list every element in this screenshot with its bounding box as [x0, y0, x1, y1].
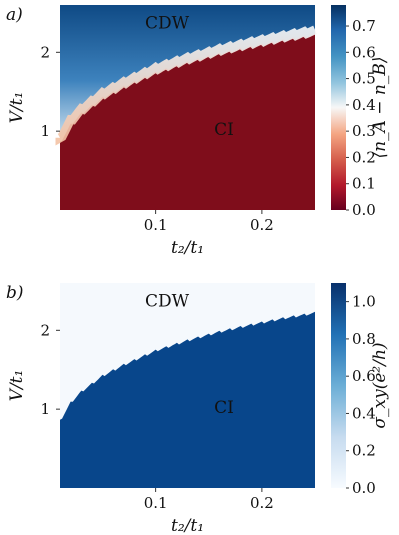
panel-b-label: b) [6, 283, 24, 303]
y-tick-label: 2 [40, 43, 50, 61]
panel-a-boundary-band [55, 25, 317, 146]
colorbar-tick-label: 0.7 [352, 17, 376, 35]
panel-a-x-axis-label: t₂/t₁ [171, 238, 204, 258]
colorbar-tick-label: 0.6 [352, 367, 376, 385]
colorbar-tick-label: 0.2 [352, 148, 376, 166]
x-tick-label: 0.2 [250, 216, 274, 234]
colorbar-tick-label: 0.3 [352, 122, 376, 140]
panel-b-cdw-region [60, 283, 315, 420]
panel-b: b) 0.1 0.2 1 2 CDW CI t₂/t₁ V/t₁ 0.0 0.2 0.4 0… [6, 283, 390, 535]
panel-b-x-axis-label: t₂/t₁ [171, 516, 204, 535]
x-tick-label: 0.1 [144, 494, 168, 512]
colorbar-tick-label: 0.0 [352, 201, 376, 219]
colorbar-tick-label: 0.6 [352, 43, 376, 61]
colorbar-tick-label: 0.4 [352, 404, 376, 422]
panel-b-colorbar [331, 283, 346, 488]
panel-a-colorbar [331, 5, 346, 210]
y-tick-label: 2 [40, 321, 50, 339]
panel-a-ci-label: CI [214, 120, 234, 140]
y-tick-label: 1 [40, 400, 50, 418]
colorbar-tick-label: 0.5 [352, 70, 376, 88]
panel-a-colorbar-label: ⟨n_A − n_B⟩ [370, 57, 390, 159]
x-tick-label: 0.2 [250, 494, 274, 512]
panel-b-y-axis-label: V/t₁ [7, 370, 27, 402]
colorbar-tick-label: 0.2 [352, 442, 376, 460]
colorbar-tick-label: 1.0 [352, 293, 376, 311]
panel-b-ci-label: CI [214, 398, 234, 418]
colorbar-tick-label: 0.0 [352, 479, 376, 497]
colorbar-tick-label: 0.8 [352, 330, 376, 348]
panel-a-cdw-label: CDW [145, 14, 190, 34]
panel-a: a) 0.1 0.2 1 2 CDW CI t₂/t₁ V/t₁ 0.0 0.1 0.2 0… [6, 5, 390, 258]
colorbar-tick-label: 0.4 [352, 96, 376, 114]
colorbar-tick-label: 0.1 [352, 175, 376, 193]
panel-a-y-axis-label: V/t₁ [7, 92, 27, 124]
panel-b-colorbar-label: σ_xy(e²/h) [370, 342, 390, 428]
x-tick-label: 0.1 [144, 216, 168, 234]
y-tick-label: 1 [40, 122, 50, 140]
panel-a-label: a) [6, 5, 23, 25]
panel-b-cdw-label: CDW [145, 292, 190, 312]
